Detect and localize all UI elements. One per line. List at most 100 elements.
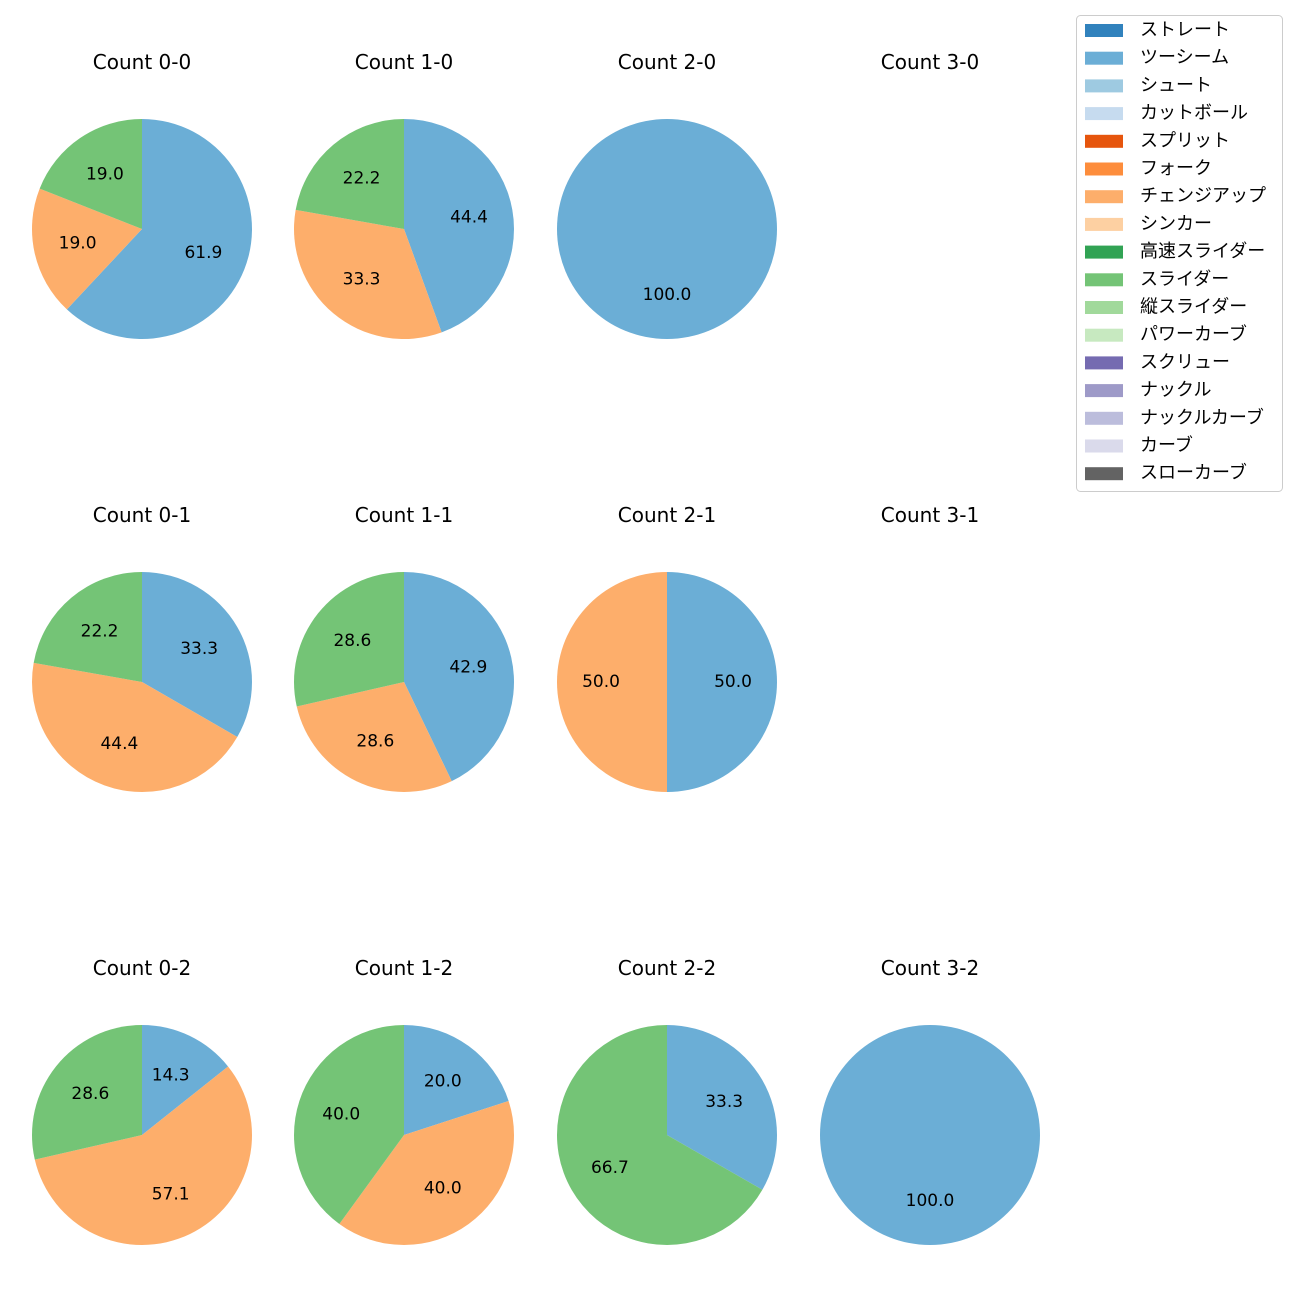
legend-label: シンカー	[1140, 213, 1212, 234]
slice-label: 33.3	[343, 270, 381, 290]
legend-swatch	[1085, 162, 1123, 176]
slice-label: 33.3	[180, 639, 218, 659]
legend-item: スライダー	[1085, 269, 1229, 290]
legend-label: ストレート	[1140, 20, 1230, 41]
legend-item: ツーシーム	[1085, 47, 1229, 68]
pie-slice	[66, 119, 252, 339]
chart-title: Count 1-1	[355, 503, 453, 527]
slice-label: 33.3	[705, 1092, 743, 1112]
legend-label: ナックルカーブ	[1140, 406, 1264, 428]
slice-label: 14.3	[152, 1066, 190, 1086]
chart-title: Count 2-2	[618, 956, 716, 980]
legend-item: 高速スライダー	[1085, 241, 1265, 262]
pie-slice	[294, 1025, 404, 1224]
legend-item: フォーク	[1085, 158, 1212, 179]
chart-title: Count 0-1	[93, 503, 191, 527]
chart-title: Count 3-2	[881, 956, 979, 980]
pie-chart: Count 1-2 20.0 40.0 40.0	[294, 956, 514, 1245]
pie-slice	[404, 119, 514, 333]
slice-label: 19.0	[59, 234, 97, 254]
slice-label: 22.2	[81, 621, 119, 641]
legend-label: スローカーブ	[1140, 462, 1247, 484]
legend-swatch	[1085, 384, 1123, 398]
legend-item: パワーカーブ	[1085, 323, 1247, 345]
legend-swatch	[1085, 467, 1123, 481]
pie-slice	[31, 1025, 142, 1160]
legend-swatch	[1085, 273, 1123, 287]
legend-item: カットボール	[1085, 103, 1248, 124]
slice-label: 100.0	[643, 285, 692, 305]
pie-slice	[404, 572, 514, 782]
legend-label: フォーク	[1140, 158, 1212, 179]
pie-chart: Count 3-1	[881, 503, 979, 527]
pie-slice	[557, 119, 777, 339]
pie-slice	[34, 1066, 252, 1245]
legend-label: パワーカーブ	[1140, 323, 1247, 345]
pie-slice	[667, 572, 777, 792]
chart-title: Count 3-0	[881, 50, 979, 74]
legend-swatch	[1085, 107, 1123, 121]
legend-swatch	[1085, 411, 1123, 425]
legend-swatch	[1085, 24, 1123, 37]
legend-swatch	[1085, 328, 1123, 342]
pie-slice	[556, 1025, 763, 1246]
legend-item: 縦スライダー	[1085, 297, 1247, 318]
pie-chart: Count 0-2 14.3 57.1 28.6	[31, 956, 252, 1245]
pie-slice	[32, 662, 238, 792]
slice-label: 66.7	[591, 1158, 629, 1178]
slice-label: 50.0	[714, 672, 752, 692]
legend-swatch	[1085, 51, 1123, 65]
legend-label: ナックル	[1140, 380, 1211, 401]
legend-swatch	[1085, 301, 1123, 314]
slice-label: 28.6	[356, 731, 394, 751]
legend-label: カーブ	[1140, 434, 1193, 456]
legend-swatch	[1085, 245, 1123, 259]
legend-swatch	[1085, 79, 1123, 93]
slice-label: 28.6	[333, 631, 371, 651]
legend-item: チェンジアップ	[1085, 186, 1266, 207]
legend-swatch	[1085, 190, 1123, 204]
slice-label: 50.0	[582, 672, 620, 692]
legend-label: チェンジアップ	[1140, 186, 1266, 207]
legend-item: スクリュー	[1085, 352, 1230, 373]
legend-item: シュート	[1085, 75, 1212, 96]
chart-title: Count 0-0	[93, 50, 191, 74]
legend-item: スプリット	[1085, 130, 1230, 151]
pie-slice	[404, 1025, 509, 1135]
pie-chart: Count 0-1 33.3 44.4 22.2	[32, 503, 252, 792]
slice-label: 40.0	[322, 1105, 360, 1125]
slice-label: 57.1	[152, 1184, 190, 1204]
pie-chart: Count 2-1 50.0 50.0	[557, 503, 777, 792]
pie-chart: Count 1-0 44.4 33.3 22.2	[293, 50, 514, 339]
slice-label: 61.9	[184, 243, 222, 263]
legend-label: 高速スライダー	[1140, 241, 1265, 262]
legend-swatch	[1085, 134, 1123, 148]
pie-slice	[142, 1025, 229, 1135]
slice-label: 20.0	[424, 1072, 462, 1092]
slice-label: 40.0	[424, 1178, 462, 1198]
legend-frame	[1076, 15, 1283, 492]
legend-swatch	[1085, 356, 1123, 370]
pie-slice	[33, 572, 143, 682]
chart-title: Count 1-0	[355, 50, 453, 74]
pie-slice	[339, 1101, 514, 1245]
slice-label: 44.4	[100, 734, 138, 754]
chart-title: Count 2-1	[618, 503, 716, 527]
slice-label: 100.0	[906, 1191, 955, 1211]
slice-label: 22.2	[343, 168, 381, 188]
legend-swatch	[1085, 439, 1123, 453]
legend-label: カットボール	[1140, 103, 1248, 124]
pie-slice	[294, 572, 404, 707]
pie-chart: Count 3-0	[881, 50, 979, 74]
legend: ストレートツーシームシュートカットボールスプリットフォークチェンジアップシンカー…	[1076, 15, 1283, 492]
legend-label: シュート	[1140, 75, 1212, 96]
chart-title: Count 2-0	[618, 50, 716, 74]
legend-swatch	[1085, 217, 1123, 231]
chart-title: Count 0-2	[93, 956, 191, 980]
pie-chart: Count 1-1 42.9 28.6 28.6	[294, 503, 514, 792]
pie-slice	[667, 1025, 777, 1190]
pie-slice	[142, 572, 252, 737]
legend-label: スライダー	[1140, 269, 1229, 290]
legend-item: シンカー	[1085, 213, 1212, 234]
